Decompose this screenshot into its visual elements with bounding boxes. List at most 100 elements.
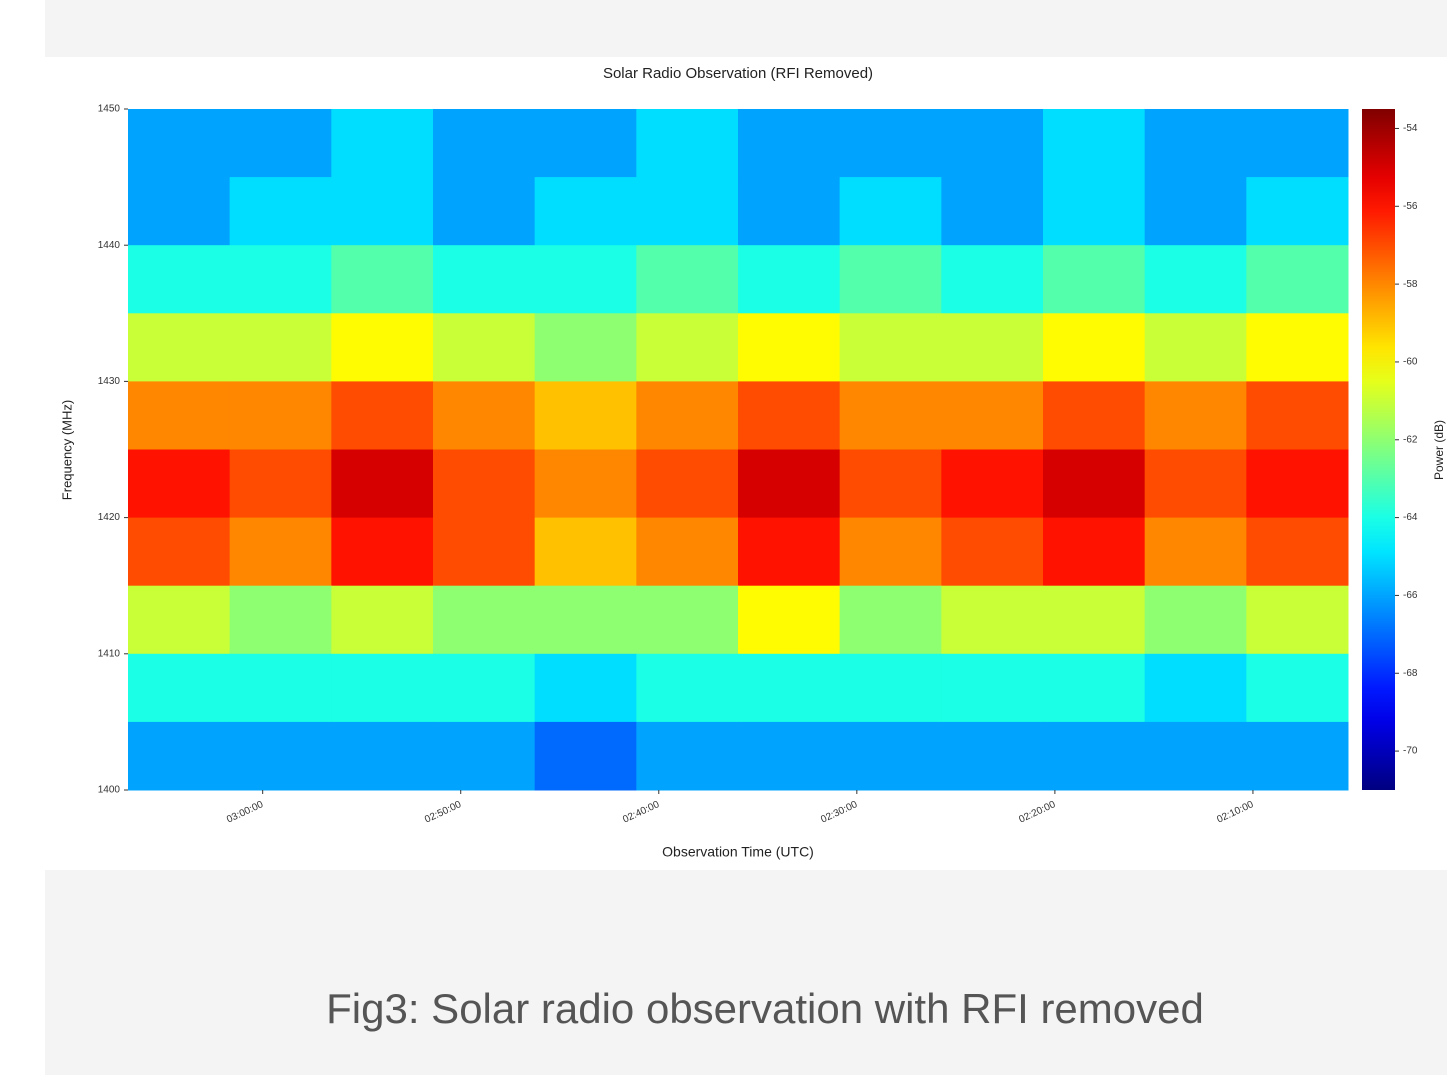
heatmap-cell	[230, 381, 332, 450]
heatmap-cell	[840, 654, 942, 723]
heatmap-cell	[433, 313, 535, 382]
heatmap-cell	[840, 177, 942, 246]
heatmap-cell	[331, 722, 433, 791]
heatmap-cell	[840, 518, 942, 587]
heatmap-cell	[128, 177, 230, 246]
heatmap-cell	[941, 177, 1043, 246]
heatmap-cell	[941, 109, 1043, 178]
heatmap-cell	[331, 450, 433, 519]
heatmap-cell	[941, 450, 1043, 519]
heatmap-cell	[1145, 654, 1247, 723]
chart-title: Solar Radio Observation (RFI Removed)	[603, 65, 873, 82]
heatmap-cell	[128, 109, 230, 178]
heatmap-cell	[941, 381, 1043, 450]
heatmap-cell	[433, 245, 535, 314]
heatmap-cell	[1145, 381, 1247, 450]
heatmap-cell	[738, 722, 840, 791]
heatmap-cell	[1246, 450, 1348, 519]
heatmap-cell	[128, 313, 230, 382]
heatmap-cell	[230, 450, 332, 519]
heatmap-cell	[331, 177, 433, 246]
heatmap-cell	[1246, 109, 1348, 178]
heatmap-cell	[230, 722, 332, 791]
heatmap-cell	[738, 654, 840, 723]
heatmap-cell	[636, 109, 738, 178]
heatmap-cell	[535, 109, 637, 178]
heatmap-cell	[433, 586, 535, 655]
heatmap-cell	[1043, 313, 1145, 382]
heatmap-cell	[1145, 722, 1247, 791]
heatmap-cell	[1145, 450, 1247, 519]
colorbar	[1362, 109, 1395, 790]
heatmap-cell	[128, 586, 230, 655]
page: Solar Radio Observation (RFI Removed) Ob…	[0, 0, 1447, 1075]
heatmap-cell	[128, 381, 230, 450]
screen: Solar Radio Observation (RFI Removed) Ob…	[0, 0, 1447, 1075]
heatmap-cell	[128, 722, 230, 791]
heatmap-cell	[636, 654, 738, 723]
heatmap-cell	[1246, 586, 1348, 655]
heatmap-cell	[636, 245, 738, 314]
heatmap-cell	[1043, 586, 1145, 655]
heatmap-cell	[535, 381, 637, 450]
heatmap-cell	[840, 381, 942, 450]
heatmap-cell	[941, 586, 1043, 655]
heatmap-cell	[636, 450, 738, 519]
heatmap-cell	[1043, 381, 1145, 450]
heatmap-cell	[433, 381, 535, 450]
heatmap-cell	[535, 245, 637, 314]
heatmap-cell	[331, 109, 433, 178]
heatmap-cell	[230, 654, 332, 723]
heatmap-cell	[230, 313, 332, 382]
heatmap-cell	[738, 177, 840, 246]
heatmap-cell	[433, 654, 535, 723]
heatmap-cell	[1145, 586, 1247, 655]
heatmap-cell	[128, 654, 230, 723]
y-tick-label: 1410	[98, 648, 121, 659]
heatmap-cell	[738, 518, 840, 587]
colorbar-tick-label: -60	[1403, 357, 1418, 368]
x-axis-label: Observation Time (UTC)	[662, 844, 814, 860]
heatmap-cell	[1043, 109, 1145, 178]
heatmap-cell	[840, 450, 942, 519]
heatmap-cell	[636, 313, 738, 382]
heatmap-cell	[1043, 177, 1145, 246]
heatmap-cell	[738, 245, 840, 314]
colorbar-tick-label: -68	[1403, 668, 1418, 679]
heatmap-cell	[738, 586, 840, 655]
heatmap-cell	[1145, 313, 1247, 382]
heatmap-cell	[433, 109, 535, 178]
heatmap-cell	[941, 313, 1043, 382]
heatmap-cell	[1246, 177, 1348, 246]
heatmap-cell	[331, 245, 433, 314]
heatmap-cell	[1145, 109, 1247, 178]
heatmap-cell	[331, 381, 433, 450]
heatmap-cell	[738, 381, 840, 450]
y-tick-label: 1440	[98, 240, 121, 251]
heatmap-cell	[636, 586, 738, 655]
heatmap-cell	[230, 177, 332, 246]
heatmap-cell	[1043, 722, 1145, 791]
heatmap-cell	[1246, 245, 1348, 314]
heatmap-cell	[230, 245, 332, 314]
heatmap-cell	[840, 109, 942, 178]
heatmap-cell	[1246, 381, 1348, 450]
colorbar-label: Power (dB)	[1432, 420, 1446, 480]
heatmap-cell	[230, 586, 332, 655]
heatmap-cell	[535, 313, 637, 382]
heatmap-cell	[941, 722, 1043, 791]
y-tick-label: 1430	[98, 376, 121, 387]
heatmap-cell	[535, 518, 637, 587]
heatmap-cell	[433, 450, 535, 519]
heatmap-cell	[433, 518, 535, 587]
colorbar-tick-label: -58	[1403, 279, 1418, 290]
heatmap-cell	[1145, 177, 1247, 246]
heatmap-cell	[738, 450, 840, 519]
heatmap-cell	[738, 313, 840, 382]
heatmap-cell	[636, 381, 738, 450]
heatmap-cell	[128, 450, 230, 519]
heatmap-cell	[331, 586, 433, 655]
heatmap-cell	[1043, 654, 1145, 723]
heatmap-cell	[535, 722, 637, 791]
heatmap-cell	[1145, 518, 1247, 587]
